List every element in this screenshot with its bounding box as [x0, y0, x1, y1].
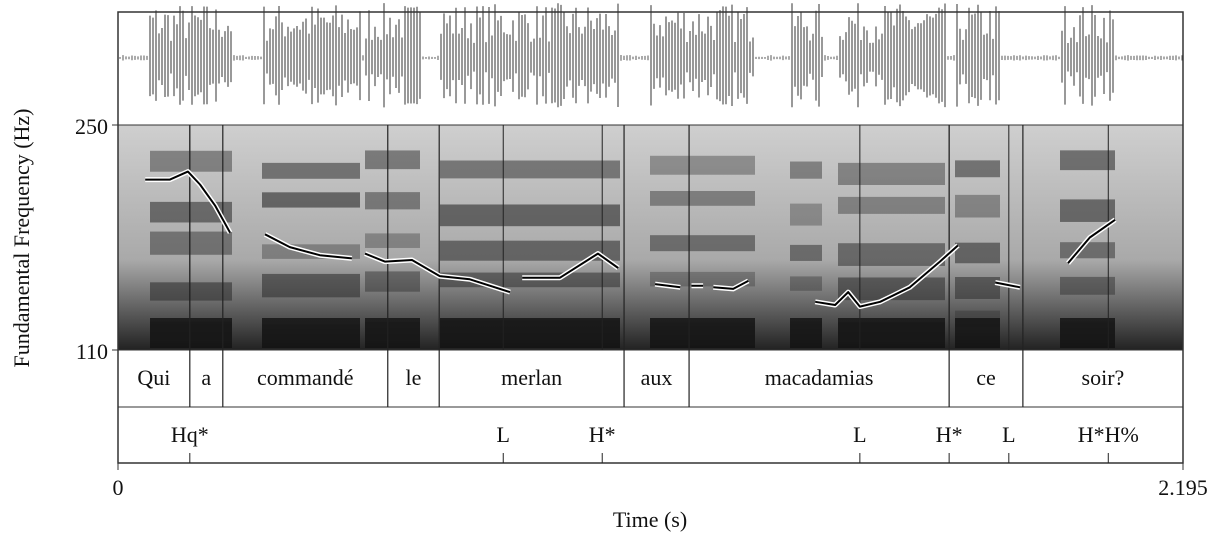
- formant-band: [262, 273, 360, 298]
- formant-band: [650, 235, 755, 252]
- word-label: macadamias: [765, 365, 874, 390]
- formant-band: [1060, 150, 1115, 171]
- formant-band: [955, 194, 1000, 218]
- formant-band: [150, 231, 232, 255]
- formant-band: [365, 271, 420, 292]
- formant-band: [150, 150, 232, 172]
- formant-band: [838, 162, 945, 185]
- tone-label: L: [853, 422, 866, 447]
- formant-band: [365, 150, 420, 170]
- formant-band: [440, 204, 620, 227]
- formant-band: [838, 243, 945, 266]
- tone-label: Hq*: [171, 422, 209, 447]
- formant-band: [150, 201, 232, 223]
- formant-band: [1060, 276, 1115, 295]
- formant-band: [790, 244, 822, 261]
- formant-band: [955, 160, 1000, 178]
- waveform: [119, 3, 1183, 108]
- formant-band: [955, 277, 1000, 299]
- x-axis-label: Time (s): [613, 507, 687, 532]
- formant-band: [1060, 199, 1115, 222]
- voice-bar: [838, 318, 945, 348]
- y-tick-label: 110: [76, 339, 108, 364]
- f0-contour: [145, 170, 1116, 308]
- word-label: aux: [641, 365, 673, 390]
- formant-band: [790, 161, 822, 179]
- voice-bar: [440, 318, 620, 348]
- formant-band: [955, 242, 1000, 264]
- formant-band: [440, 160, 620, 179]
- formant-band: [790, 203, 822, 226]
- x-tick-label: 0: [113, 475, 124, 500]
- formant-band: [365, 192, 420, 210]
- tone-label: L: [497, 422, 510, 447]
- word-label: a: [201, 365, 211, 390]
- x-tick-label: 2.195: [1158, 475, 1208, 500]
- voice-bar: [262, 318, 360, 348]
- word-label: merlan: [501, 365, 562, 390]
- formant-band: [262, 162, 360, 179]
- voice-bar: [790, 318, 822, 348]
- formant-band: [650, 190, 755, 206]
- voice-bar: [150, 318, 232, 348]
- frame: [117, 11, 1184, 464]
- formant-band: [650, 271, 755, 287]
- formant-band: [650, 155, 755, 175]
- formant-band: [440, 240, 620, 261]
- voice-bar: [1060, 318, 1115, 348]
- voice-bar: [365, 318, 420, 348]
- voice-bar: [650, 318, 755, 348]
- tone-label: H*: [589, 422, 616, 447]
- word-label: commandé: [257, 365, 354, 390]
- formant-band: [262, 192, 360, 208]
- word-label: le: [406, 365, 422, 390]
- formant-band: [790, 276, 822, 291]
- formant-band: [838, 196, 945, 214]
- tone-label: H*: [936, 422, 963, 447]
- word-label: ce: [976, 365, 996, 390]
- formant-band: [150, 282, 232, 301]
- y-axis-label: Fundamental Frequency (Hz): [9, 108, 34, 367]
- voice-bar: [955, 318, 1000, 348]
- word-label: Qui: [137, 365, 170, 390]
- tone-label: L: [1002, 422, 1015, 447]
- formant-band: [365, 233, 420, 248]
- word-label: soir?: [1082, 365, 1125, 390]
- tone-label: H*H%: [1078, 422, 1139, 447]
- y-tick-label: 250: [75, 114, 108, 139]
- formant-band: [1060, 242, 1115, 259]
